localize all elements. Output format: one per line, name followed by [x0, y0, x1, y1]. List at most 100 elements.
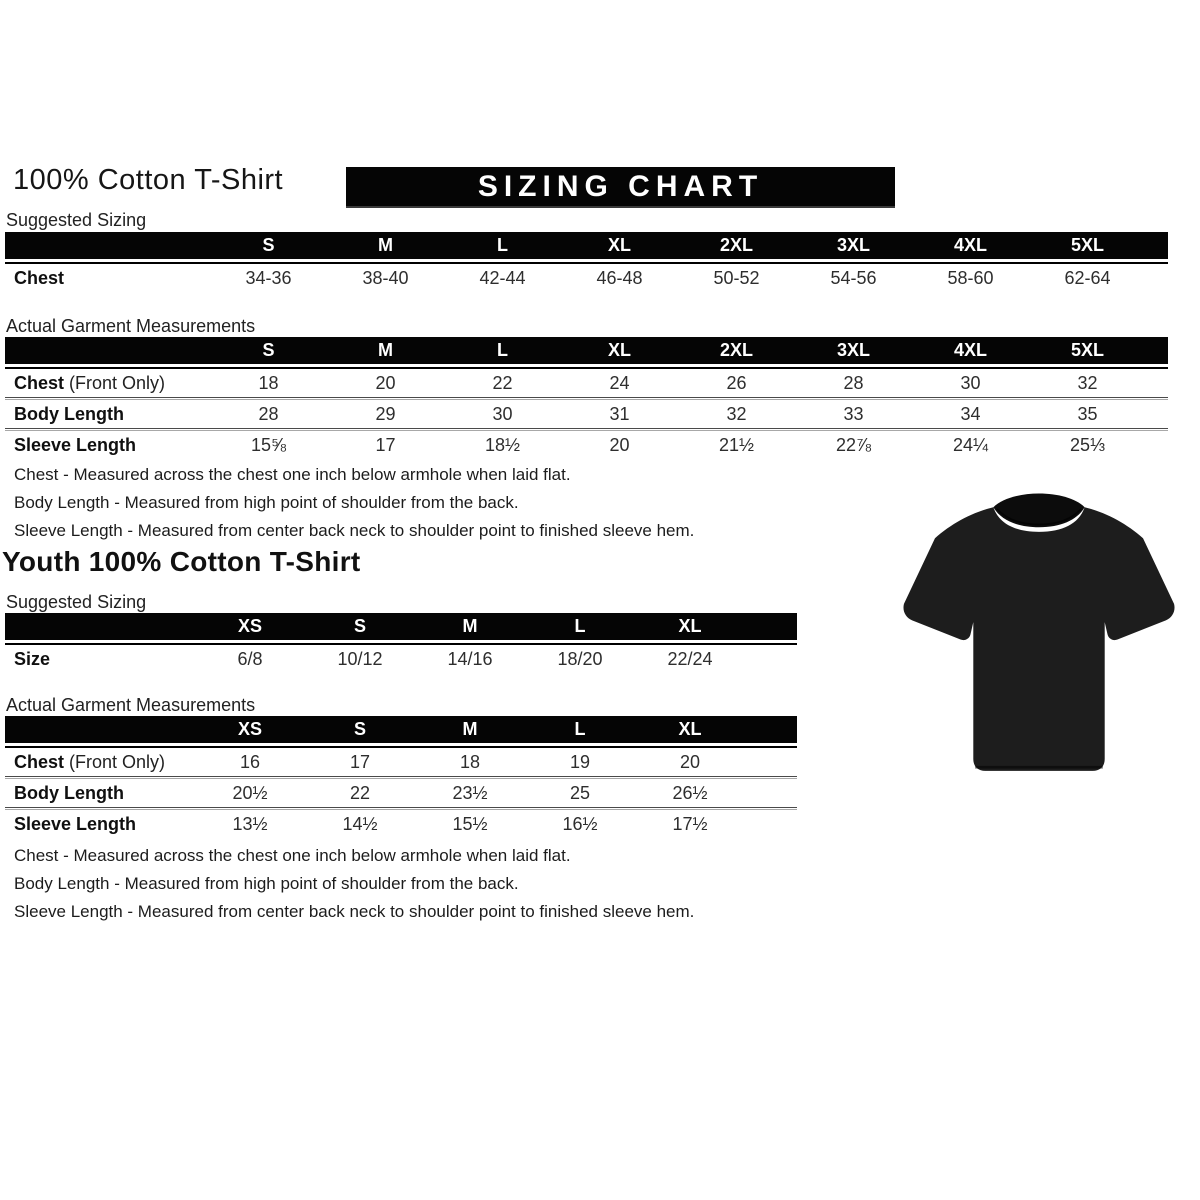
- cell-value: 22: [492, 372, 513, 393]
- cell-value: 19: [569, 751, 591, 772]
- row-separator: [5, 397, 1168, 398]
- youth-measurement-notes: Chest - Measured across the chest one in…: [14, 842, 694, 926]
- col-header: XL: [678, 719, 702, 739]
- cell-value: 35: [1077, 403, 1098, 424]
- row-label: Chest (Front Only): [14, 372, 166, 393]
- cell-value: 32: [726, 403, 747, 424]
- youth-section-title: Youth 100% Cotton T-Shirt: [2, 546, 361, 577]
- col-header: S: [262, 340, 275, 360]
- cell-value: 46-48: [596, 267, 643, 288]
- cell-value: 24: [609, 372, 630, 393]
- cell-value: 23½: [452, 782, 488, 803]
- cell-value: 10/12: [337, 648, 383, 669]
- cell-value: 54-56: [830, 267, 877, 288]
- cell-value: 24¼: [952, 434, 989, 455]
- row-label: Sleeve Length: [14, 434, 137, 455]
- cell-value: 15⅝: [250, 434, 287, 455]
- note-line: Chest - Measured across the chest one in…: [14, 846, 571, 865]
- cell-value: 42-44: [479, 267, 526, 288]
- cell-value: 58-60: [947, 267, 994, 288]
- col-header: S: [262, 235, 275, 255]
- cell-value: 28: [258, 403, 279, 424]
- adult-suggested-sizing-label: Suggested Sizing: [6, 210, 147, 230]
- cell-value: 30: [492, 403, 513, 424]
- cell-value: 14/16: [447, 648, 493, 669]
- tshirt-image: [903, 493, 1175, 771]
- cell-value: 16½: [562, 813, 598, 834]
- col-header: L: [574, 616, 586, 636]
- cell-value: 25: [569, 782, 591, 803]
- adult-suggested-sizing-table: S M L XL 2XL 3XL 4XL 5XL Chest 34-36 38-…: [5, 232, 1168, 292]
- row-separator: [5, 807, 797, 808]
- cell-value: 18/20: [557, 648, 603, 669]
- col-header: 2XL: [719, 340, 753, 360]
- col-header: 2XL: [719, 235, 753, 255]
- tshirt-collar: [993, 493, 1085, 528]
- cell-value: 33: [843, 403, 864, 424]
- cell-value: 18½: [484, 434, 521, 455]
- cell-value: 30: [960, 372, 981, 393]
- cell-value: 20: [679, 751, 701, 772]
- table-header-row: S M L XL 2XL 3XL 4XL 5XL: [5, 232, 1168, 259]
- page-title: 100% Cotton T-Shirt: [13, 164, 284, 196]
- cell-value: 13½: [232, 813, 268, 834]
- note-line: Body Length - Measured from high point o…: [14, 874, 519, 893]
- youth-actual-measurements-table: XS S M L XL Chest (Front Only) 16 17 18 …: [5, 716, 797, 838]
- cell-value: 6/8: [237, 648, 263, 669]
- row-label: Chest (Front Only): [14, 751, 166, 772]
- cell-value: 20½: [232, 782, 268, 803]
- youth-suggested-sizing-table: XS S M L XL Size 6/8 10/12 14/16 18/20 2…: [5, 613, 797, 673]
- cell-value: 22: [349, 782, 371, 803]
- cell-value: 32: [1077, 372, 1098, 393]
- col-header: 5XL: [1070, 235, 1104, 255]
- cell-value: 62-64: [1064, 267, 1111, 288]
- cell-value: 50-52: [713, 267, 760, 288]
- row-label: Size: [14, 648, 51, 669]
- col-header: XS: [237, 616, 262, 636]
- col-header: 4XL: [953, 235, 987, 255]
- note-line: Sleeve Length - Measured from center bac…: [14, 521, 695, 540]
- note-line: Sleeve Length - Measured from center bac…: [14, 902, 695, 921]
- header-underline: [5, 643, 797, 645]
- youth-actual-measurements-label: Actual Garment Measurements: [6, 695, 256, 715]
- cell-value: 26½: [672, 782, 708, 803]
- cell-value: 17: [375, 434, 396, 455]
- adult-actual-measurements-label: Actual Garment Measurements: [6, 316, 256, 336]
- table-row: Size 6/8 10/12 14/16 18/20 22/24: [5, 645, 797, 673]
- col-header: 3XL: [836, 235, 870, 255]
- cell-value: 38-40: [362, 267, 409, 288]
- cell-value: 18: [258, 372, 279, 393]
- cell-value: 31: [609, 403, 630, 424]
- cell-value: 34: [960, 403, 981, 424]
- cell-value: 20: [609, 434, 630, 455]
- youth-suggested-sizing-label: Suggested Sizing: [6, 592, 147, 612]
- col-header: M: [378, 340, 393, 360]
- adult-measurement-notes: Chest - Measured across the chest one in…: [14, 461, 694, 545]
- table-row: Body Length 20½ 22 23½ 25 26½: [5, 779, 797, 807]
- cell-value: 20: [375, 372, 396, 393]
- header-underline: [5, 262, 1168, 264]
- col-header: XS: [237, 719, 262, 739]
- adult-actual-measurements-table: S M L XL 2XL 3XL 4XL 5XL Chest (Front On…: [5, 337, 1168, 459]
- cell-value: 26: [726, 372, 747, 393]
- col-header: L: [497, 340, 508, 360]
- row-label: Body Length: [14, 403, 124, 424]
- row-label: Body Length: [14, 782, 124, 803]
- col-header: M: [378, 235, 393, 255]
- col-header: L: [574, 719, 586, 739]
- row-separator: [5, 428, 1168, 429]
- cell-value: 17½: [672, 813, 708, 834]
- cell-value: 29: [375, 403, 396, 424]
- table-row: Sleeve Length 15⅝ 17 18½ 20 21½ 22⅞ 24¼ …: [5, 431, 1168, 459]
- note-line: Body Length - Measured from high point o…: [14, 493, 519, 512]
- table-header-row: XS S M L XL: [5, 716, 797, 743]
- col-header: XL: [678, 616, 702, 636]
- col-header: 5XL: [1070, 340, 1104, 360]
- col-header: M: [462, 719, 478, 739]
- row-label: Sleeve Length: [14, 813, 137, 834]
- cell-value: 17: [349, 751, 371, 772]
- col-header: S: [353, 719, 366, 739]
- cell-value: 34-36: [245, 267, 292, 288]
- header-underline: [5, 746, 797, 748]
